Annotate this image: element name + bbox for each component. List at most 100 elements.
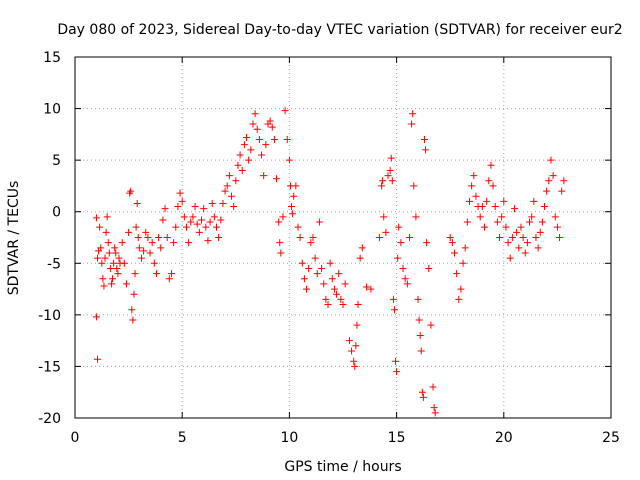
data-point [502,223,510,231]
data-point [390,306,398,314]
data-point [541,203,549,211]
data-point [384,172,392,180]
data-point [249,120,257,128]
data-point [187,218,195,226]
data-point [260,172,268,180]
data-point [401,275,409,283]
data-point [313,270,321,278]
data-point [289,210,297,218]
data-point [504,239,512,247]
y-tick-label: 10 [43,102,61,118]
data-point [506,254,514,262]
data-point [500,197,508,205]
data-point [356,254,364,262]
y-axis-label: SDTVAR / TECUs [6,181,22,296]
data-point [92,214,100,222]
data-point [189,213,197,221]
data-point [375,234,383,241]
data-point [303,285,311,293]
data-point [236,151,244,159]
data-point [98,259,106,267]
data-point [165,275,173,283]
data-point [309,234,317,241]
data-point [423,239,431,247]
data-point [161,205,169,213]
data-point [392,357,400,365]
data-point [100,282,108,290]
data-point [125,228,133,236]
data-point [219,199,227,207]
data-point [163,234,171,241]
data-point [341,280,349,288]
data-point [110,259,118,267]
data-point [315,218,323,226]
data-point [253,125,261,133]
data-point [133,199,141,207]
data-point [536,228,544,236]
data-point [560,177,568,185]
plot-frame [74,56,612,419]
data-point [268,123,276,131]
data-point [208,199,216,207]
data-point [298,259,306,267]
data-point [311,254,319,262]
data-point [517,223,525,231]
data-point [429,383,437,391]
x-tick-label: 25 [602,430,620,446]
data-point [140,247,148,255]
data-point [354,301,362,309]
data-point [128,306,136,314]
data-point [279,213,287,221]
data-point [416,331,424,339]
data-point [352,342,360,350]
data-point [94,355,102,363]
data-point [457,285,465,293]
data-point [182,223,190,231]
data-point [515,244,523,252]
data-point [112,249,120,257]
data-point [483,197,491,205]
data-point [111,244,119,252]
data-point [378,182,386,190]
data-point [202,223,210,231]
data-point [113,264,121,272]
data-point [397,239,405,247]
data-point [206,218,214,226]
data-point [122,280,130,288]
data-point [558,187,566,195]
data-point [335,270,343,278]
data-point [148,239,156,247]
y-tick-label: -20 [38,411,61,427]
data-point [247,146,255,154]
data-point [132,223,140,231]
data-point [410,182,418,190]
data-point [94,254,102,262]
data-point [185,239,193,247]
data-point [129,316,137,324]
data-point [418,388,426,396]
data-point [305,264,313,272]
data-point [276,239,284,247]
data-point [530,197,538,205]
data-point [425,264,433,272]
data-point [197,216,205,224]
data-point [408,120,416,128]
data-point [255,136,263,144]
data-point [422,146,430,154]
data-point [551,213,559,221]
data-point [258,151,266,159]
x-axis-label: GPS time / hours [284,459,401,475]
data-point [213,223,221,231]
data-point [556,234,564,241]
data-point [420,136,428,144]
data-point [511,205,519,213]
data-point [99,275,107,283]
data-point [534,244,542,252]
data-point [234,161,242,169]
data-point [266,117,274,125]
data-point [223,182,231,190]
data-point [468,182,476,190]
data-point [526,218,534,226]
